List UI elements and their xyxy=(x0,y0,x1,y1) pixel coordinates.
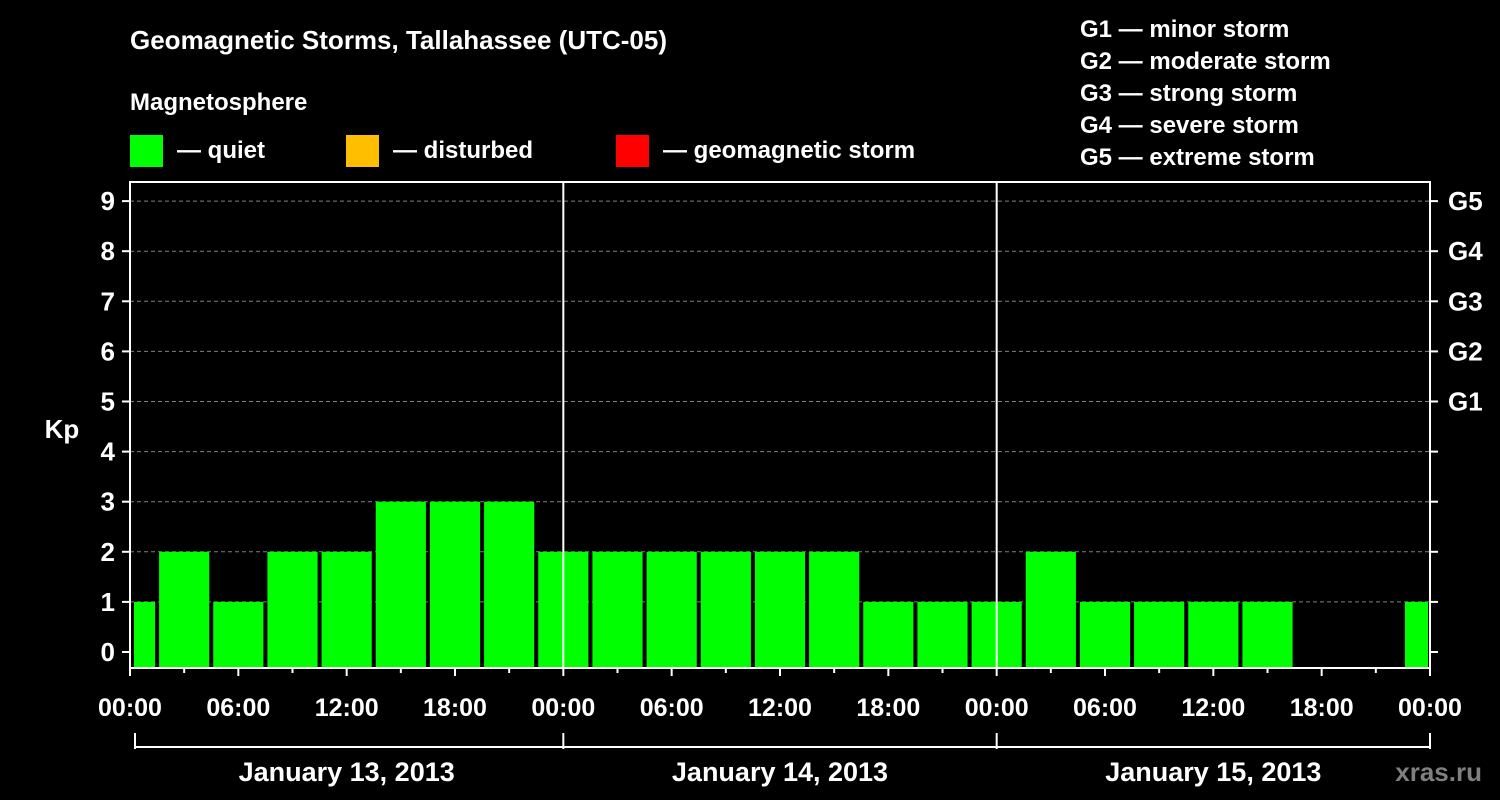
x-tick-label: 00:00 xyxy=(98,694,162,722)
storm-scale-g3: G3 — strong storm xyxy=(1080,80,1297,107)
storm-level-label: G5 xyxy=(1448,186,1483,216)
storm-scale-g2: G2 — moderate storm xyxy=(1080,48,1331,75)
y-tick-label: 3 xyxy=(101,487,115,517)
x-tick-label: 06:00 xyxy=(206,694,270,722)
watermark: xras.ru xyxy=(1395,757,1482,787)
kp-bar xyxy=(1242,601,1293,668)
x-tick-label: 00:00 xyxy=(1398,694,1462,722)
y-tick-label: 6 xyxy=(101,336,115,366)
y-axis-label: Kp xyxy=(45,414,80,444)
storm-scale-g1: G1 — minor storm xyxy=(1080,16,1289,43)
x-tick-label: 06:00 xyxy=(1073,694,1137,722)
kp-bar xyxy=(809,551,860,668)
y-tick-label: 0 xyxy=(101,637,115,667)
kp-bar xyxy=(1404,601,1428,668)
x-tick-label: 00:00 xyxy=(531,694,595,722)
chart-title: Geomagnetic Storms, Tallahassee (UTC-05) xyxy=(130,25,667,55)
storm-scale: G1 — minor storm G2 — moderate storm G3 … xyxy=(1080,16,1331,171)
kp-bar xyxy=(863,601,914,668)
kp-bar xyxy=(429,501,481,668)
y-tick-label: 8 xyxy=(101,236,115,266)
kp-bar xyxy=(1079,601,1131,668)
legend-swatch-storm xyxy=(616,135,649,167)
day-label: January 13, 2013 xyxy=(239,757,455,787)
y-tick-label: 7 xyxy=(101,286,115,316)
x-tick-label: 12:00 xyxy=(748,694,812,722)
kp-bar xyxy=(159,551,210,668)
kp-bar xyxy=(375,501,426,668)
y-tick-label: 2 xyxy=(101,537,115,567)
storm-scale-g4: G4 — severe storm xyxy=(1080,112,1299,139)
y-tick-label: 1 xyxy=(101,587,115,617)
storm-level-label: G3 xyxy=(1448,286,1483,316)
x-tick-label: 00:00 xyxy=(965,694,1029,722)
gridlines xyxy=(130,200,1430,603)
x-tick-label: 18:00 xyxy=(423,694,487,722)
x-ticks: 00:00 06:00 12:00 18:00 00:00 06:00 12:00 18:00… xyxy=(98,668,1462,722)
storm-scale-g5: G5 — extreme storm xyxy=(1080,144,1315,171)
kp-bar xyxy=(321,551,372,668)
kp-bar xyxy=(700,551,751,668)
legend: — quiet — disturbed — geomagnetic storm xyxy=(130,135,915,167)
kp-bar xyxy=(134,601,156,668)
legend-swatch-disturbed xyxy=(346,135,379,167)
y-tick-label: 4 xyxy=(101,437,116,467)
storm-level-label: G2 xyxy=(1448,336,1483,366)
day-label: January 15, 2013 xyxy=(1105,757,1321,787)
kp-bar xyxy=(213,601,264,668)
kp-bar xyxy=(754,551,806,668)
legend-title: Magnetosphere xyxy=(130,89,307,116)
y-tick-label: 9 xyxy=(101,186,115,216)
day-axis: January 13, 2013 January 14, 2013 January … xyxy=(134,733,1431,787)
y-ticks: 0 1 2 3 4 5 6 7 8 9 xyxy=(101,186,130,667)
kp-bar xyxy=(917,601,968,668)
x-tick-label: 18:00 xyxy=(856,694,920,722)
kp-bar xyxy=(1134,601,1185,668)
kp-bar xyxy=(484,501,535,668)
kp-bar xyxy=(592,551,643,668)
kp-bar xyxy=(1188,601,1239,668)
legend-label-quiet: — quiet xyxy=(177,137,265,164)
legend-label-disturbed: — disturbed xyxy=(393,137,533,164)
x-tick-label: 06:00 xyxy=(640,694,704,722)
storm-level-label: G4 xyxy=(1448,236,1483,266)
x-tick-label: 12:00 xyxy=(315,694,379,722)
x-tick-label: 12:00 xyxy=(1181,694,1245,722)
kp-bar xyxy=(267,551,318,668)
bars xyxy=(134,501,1428,668)
legend-label-storm: — geomagnetic storm xyxy=(663,137,915,164)
kp-bar xyxy=(1025,551,1076,668)
storm-level-ticks: G1 G2 G3 G4 G5 xyxy=(1430,186,1483,653)
y-tick-label: 5 xyxy=(101,387,115,417)
storm-level-label: G1 xyxy=(1448,387,1483,417)
legend-swatch-quiet xyxy=(130,135,163,167)
kp-bar xyxy=(646,551,697,668)
day-label: January 14, 2013 xyxy=(672,757,888,787)
x-tick-label: 18:00 xyxy=(1290,694,1354,722)
